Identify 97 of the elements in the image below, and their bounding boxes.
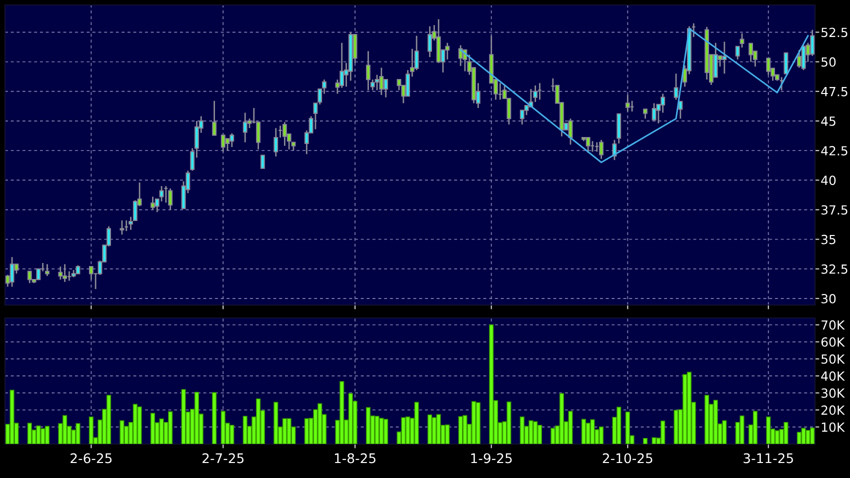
candlestick	[27, 270, 32, 284]
y-tick-label: 30K	[822, 388, 845, 398]
x-tick-label: 3-11-25	[744, 453, 793, 464]
bar	[88, 416, 94, 444]
bar	[194, 392, 200, 444]
y-tick-label: 50	[822, 57, 836, 67]
bar	[559, 393, 564, 444]
candlestick	[674, 72, 678, 100]
bar	[520, 416, 524, 444]
candlestick	[652, 102, 656, 120]
y-tick-label: 45	[821, 116, 836, 126]
bar	[462, 415, 468, 444]
candlestick	[260, 154, 265, 169]
bar	[366, 407, 371, 444]
x-tick-label: 1-9-25	[471, 453, 512, 464]
bar	[428, 414, 432, 444]
y-tick-label: 32.5	[822, 264, 848, 274]
candlestick	[212, 100, 217, 136]
candlestick	[374, 74, 380, 91]
bar	[471, 401, 476, 444]
candlestick	[313, 102, 318, 130]
candlestick	[10, 256, 14, 288]
bar	[120, 420, 124, 444]
y-tick-label: 40K	[821, 371, 845, 381]
bar	[106, 394, 112, 444]
bar	[150, 412, 156, 444]
bar	[374, 416, 380, 444]
candlestick	[766, 58, 771, 76]
y-tick-label: 50K	[822, 354, 845, 364]
bar	[784, 422, 788, 444]
x-tick-label: 1-8-25	[334, 453, 376, 464]
bar	[704, 394, 710, 444]
bar	[489, 324, 494, 444]
bar	[436, 414, 441, 444]
candlestick	[242, 112, 248, 143]
candlestick	[625, 94, 630, 112]
bar	[568, 410, 573, 444]
candlestick	[45, 263, 50, 277]
bar	[44, 426, 50, 444]
y-tick-label: 52.5	[822, 28, 848, 38]
bar	[10, 390, 14, 444]
y-tick-label: 37.5	[822, 205, 848, 215]
bar	[740, 415, 744, 444]
candlestick	[784, 52, 788, 74]
candlestick	[159, 185, 164, 202]
bar	[159, 418, 164, 444]
bar	[713, 400, 718, 444]
bar	[766, 416, 771, 444]
bar	[581, 418, 586, 444]
candlestick	[801, 44, 806, 71]
y-tick-label: 70K	[822, 320, 845, 330]
candlestick	[458, 44, 463, 67]
candlestick	[524, 104, 529, 116]
candlestick	[274, 127, 278, 158]
candlestick	[643, 108, 648, 120]
bar	[76, 423, 80, 444]
bar	[506, 402, 512, 444]
candlestick	[220, 134, 226, 152]
y-tick-label: 30	[822, 294, 836, 304]
bar	[137, 406, 142, 444]
candlestick	[168, 188, 173, 210]
y-tick-label: 40	[821, 176, 836, 186]
candlestick	[586, 136, 590, 154]
candlestick	[379, 67, 384, 96]
y-tick-label: 47.5	[821, 87, 848, 96]
candlestick	[120, 220, 124, 236]
bar	[806, 430, 810, 444]
line-series	[460, 28, 809, 164]
y-tick-label: 35	[822, 234, 836, 244]
candlestick	[88, 266, 94, 280]
candlestick	[599, 139, 604, 160]
bar	[774, 430, 780, 444]
bar	[537, 424, 542, 444]
bar	[304, 418, 309, 444]
bar	[550, 428, 556, 444]
bar	[686, 372, 692, 444]
x-tick-label: 2-7-25	[202, 453, 244, 464]
x-tick-label: 2-10-25	[602, 453, 652, 464]
candlestick	[722, 40, 727, 74]
bar	[181, 389, 186, 444]
y-tick-label: 60K	[821, 337, 845, 347]
candlestick	[230, 132, 234, 148]
x-tick-label: 2-6-25	[70, 453, 112, 464]
bar	[414, 402, 419, 444]
bar	[752, 410, 758, 444]
y-tick-label: 10K	[822, 422, 845, 432]
y-tick-label: 20K	[821, 405, 845, 415]
bar	[642, 438, 648, 444]
bar	[590, 419, 595, 444]
candlestick	[445, 42, 450, 60]
bar	[274, 402, 278, 444]
bar	[212, 392, 217, 444]
bar	[476, 402, 480, 444]
bar	[242, 416, 248, 444]
y-tick-label: 42.5	[821, 146, 848, 156]
bar	[27, 422, 32, 444]
candlestick	[58, 266, 63, 280]
